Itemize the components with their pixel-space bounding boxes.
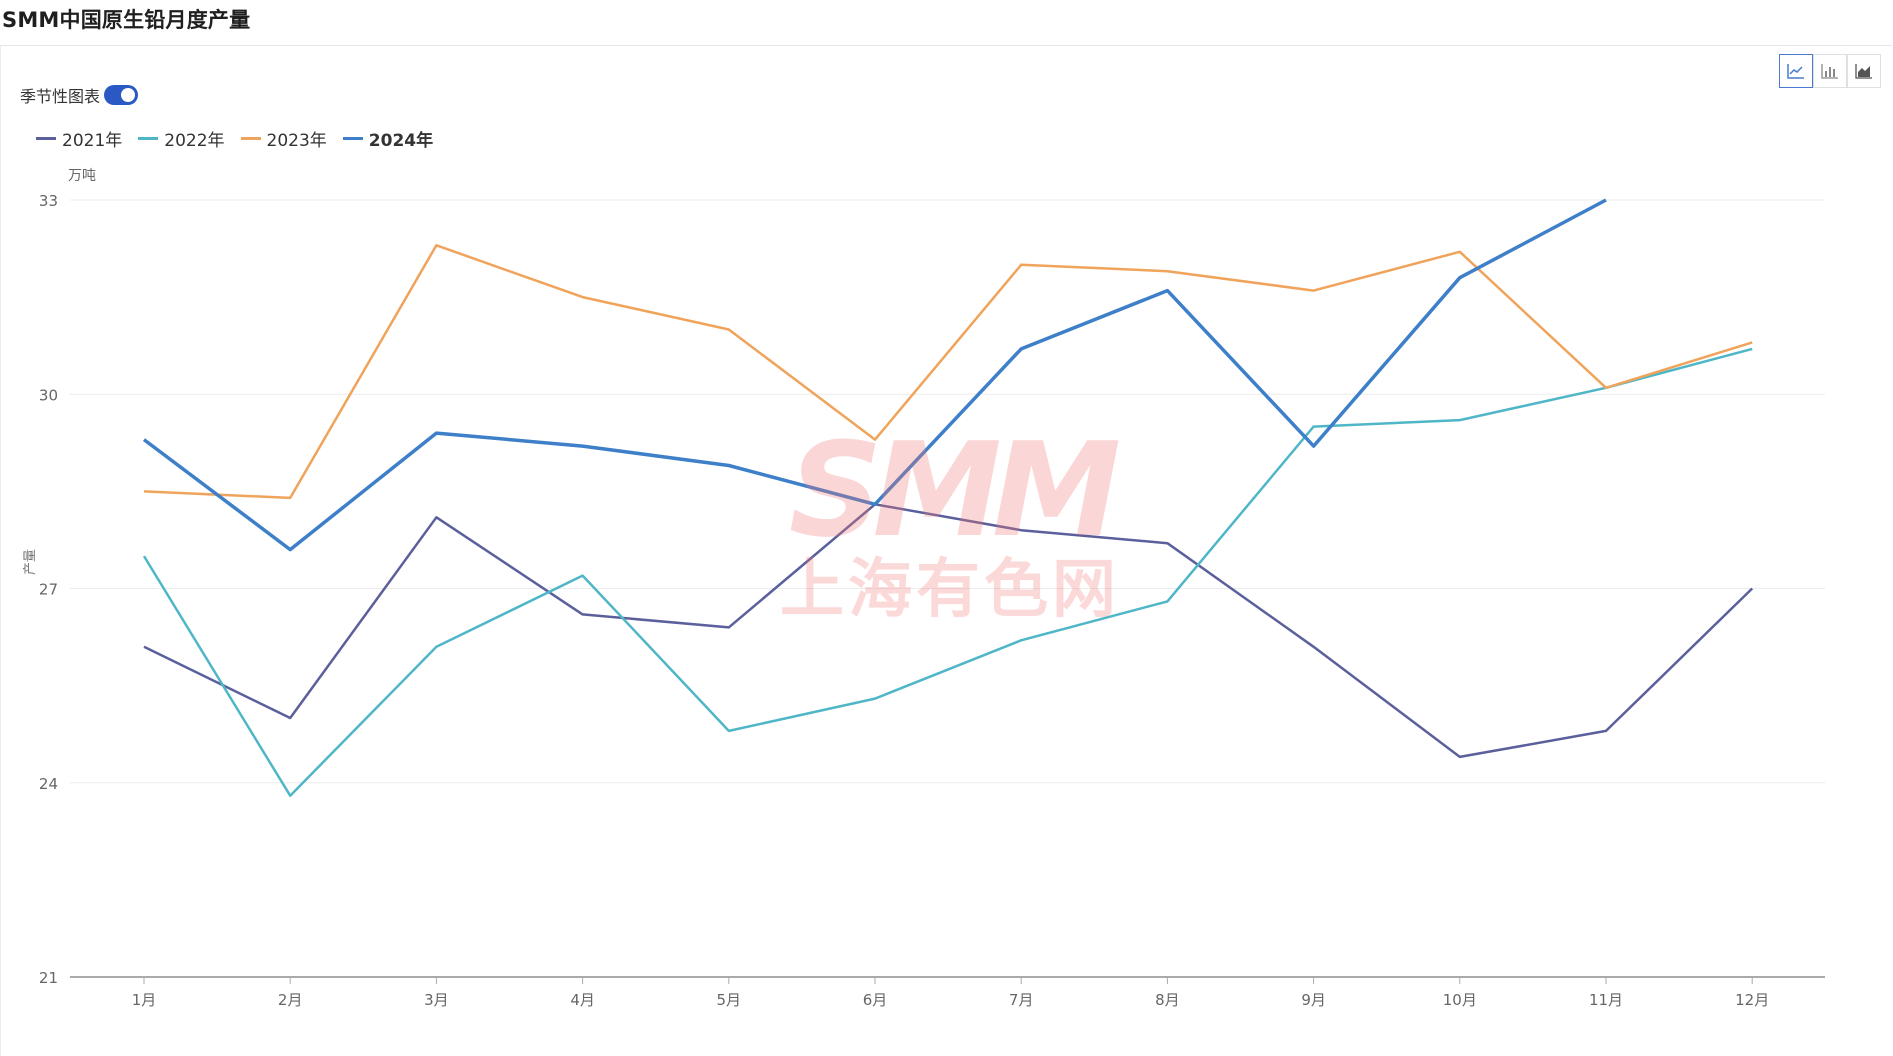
series-line-0 (143, 503, 1754, 759)
x-tick-label: 7月 (1009, 991, 1034, 1009)
chart-legend: 2021年 2022年 2023年 2024年 (36, 126, 433, 151)
legend-label: 2021年 (62, 131, 123, 151)
seasonal-chart-label: 季节性图表 (20, 87, 101, 106)
series-line-2 (143, 244, 1753, 500)
series-line-1 (142, 347, 1753, 797)
y-axis-label: 产量 (23, 549, 38, 575)
x-tick-label: 3月 (424, 991, 449, 1009)
y-tick-label: 27 (39, 581, 58, 599)
chart-panel (0, 45, 1892, 1056)
legend-swatch (36, 137, 56, 140)
x-tick-label: 9月 (1301, 991, 1326, 1009)
legend-label: 2022年 (164, 131, 225, 151)
legend-swatch (342, 137, 363, 140)
x-tick-label: 10月 (1443, 991, 1477, 1009)
series-line-3 (142, 198, 1607, 552)
area-chart-button[interactable] (1847, 54, 1881, 88)
x-tick-label: 5月 (717, 991, 742, 1009)
area-chart-icon (1855, 64, 1872, 79)
bar-chart-button[interactable] (1813, 54, 1847, 88)
legend-item-1[interactable]: 2022年 (138, 126, 225, 151)
legend-label: 2024年 (368, 131, 434, 151)
legend-swatch (138, 137, 159, 140)
x-tick-label: 12月 (1735, 991, 1769, 1009)
x-tick-label: 11月 (1589, 991, 1623, 1009)
y-tick-label: 30 (39, 386, 58, 404)
unit-label: 万吨 (68, 168, 96, 184)
line-chart-icon (1787, 64, 1804, 79)
bar-chart-icon (1821, 64, 1838, 79)
toggle-switch[interactable] (104, 85, 139, 105)
page-title: SMM中国原生铅月度产量 (2, 8, 251, 32)
line-chart-button[interactable] (1779, 54, 1813, 88)
x-tick-label: 4月 (570, 991, 595, 1009)
legend-swatch (240, 137, 261, 140)
chart-type-switcher (1779, 54, 1881, 88)
legend-label: 2023年 (266, 131, 327, 151)
legend-item-2[interactable]: 2023年 (240, 126, 327, 151)
toggle-knob (121, 88, 136, 102)
x-tick-label: 1月 (132, 991, 157, 1009)
legend-item-0[interactable]: 2021年 (36, 126, 122, 151)
y-tick-label: 33 (39, 192, 58, 210)
y-tick-label: 21 (39, 969, 58, 987)
y-tick-label: 24 (39, 775, 58, 793)
legend-item-3[interactable]: 2024年 (342, 126, 434, 151)
x-tick-label: 8月 (1155, 991, 1180, 1009)
seasonal-chart-toggle[interactable]: 季节性图表 (20, 83, 139, 107)
x-tick-label: 6月 (863, 991, 888, 1009)
x-tick-label: 2月 (278, 991, 303, 1009)
